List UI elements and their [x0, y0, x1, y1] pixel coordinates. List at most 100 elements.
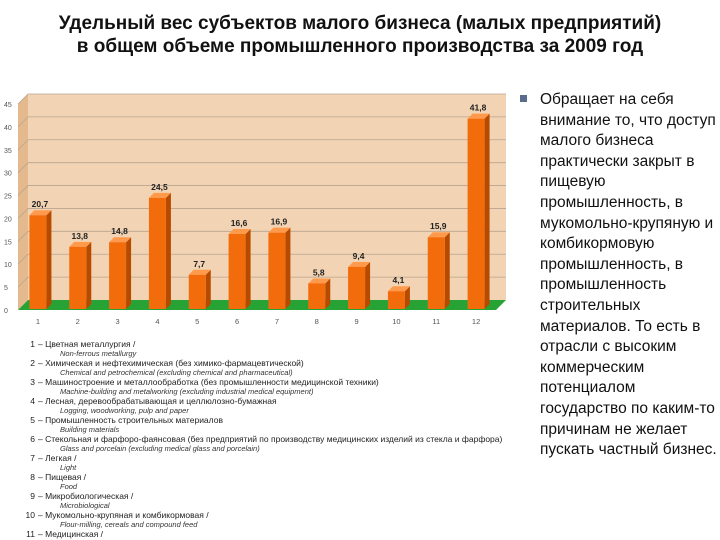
bar-side — [444, 232, 450, 309]
legend-item: 9– Микробиологическая / Microbiological — [22, 491, 520, 510]
bar — [348, 266, 366, 309]
bar — [29, 215, 47, 309]
legend-item-en: Non-ferrous metallurgy — [60, 349, 137, 358]
bar-side — [205, 269, 211, 309]
y-tick-label: 45 — [4, 102, 12, 109]
legend-item-en: Food — [60, 482, 78, 491]
x-tick-label: 9 — [354, 317, 358, 326]
bar — [188, 274, 206, 309]
gridline-side — [17, 276, 29, 288]
legend-item-ru: – Цветная металлургия / — [38, 339, 136, 349]
legend-item: 6– Стекольная и фарфоро-фаянсовая (без п… — [22, 434, 520, 453]
bar-side — [46, 210, 52, 309]
legend-item-number: 11 — [26, 529, 35, 539]
bar-value-label: 20,7 — [32, 199, 49, 209]
legend-item-label: 9– Микробиологическая / — [22, 491, 520, 501]
bar-side — [126, 237, 132, 309]
bar-value-label: 15,9 — [430, 221, 447, 231]
legend-item: 5– Промышленность строительных материало… — [22, 415, 520, 434]
bar — [308, 283, 326, 309]
bar-side — [285, 227, 291, 309]
bar-side — [86, 241, 92, 309]
legend-item: 4– Лесная, деревообрабатывающая и целлюл… — [22, 396, 520, 415]
gridline-side — [17, 93, 29, 105]
chart-back-wall — [28, 94, 506, 300]
legend-item-ru: – Легкая / — [38, 453, 77, 463]
category-legend: 1– Цветная металлургия / Non-ferrous meta… — [22, 339, 520, 540]
chart-floor — [18, 300, 506, 310]
y-tick-label: 0 — [4, 308, 8, 315]
legend-item-label: 3– Машиностроение и металлообработка (бе… — [22, 377, 520, 387]
legend-item: 3– Машиностроение и металлообработка (бе… — [22, 377, 520, 396]
legend-item-ru: – Промышленность строительных материалов — [38, 415, 223, 425]
legend-item-label: 2– Химическая и нефтехимическая (без хим… — [22, 358, 520, 368]
bar — [148, 197, 166, 309]
y-tick-label: 25 — [4, 194, 12, 201]
legend-item-ru: – Пищевая / — [38, 472, 87, 482]
bar-top — [228, 229, 251, 235]
legend-item-number: 8 — [30, 472, 35, 482]
legend-item-label: 8– Пищевая / — [22, 472, 520, 482]
legend-item-ru: – Химическая и нефтехимическая (без хими… — [38, 358, 304, 368]
legend-item-ru: – Микробиологическая / — [38, 491, 134, 501]
bar-value-label: 7,7 — [193, 259, 205, 269]
bar-top — [348, 261, 371, 267]
gridline-side — [17, 253, 29, 265]
legend-item-en: Flour-milling, cereals and compound feed — [60, 520, 198, 529]
commentary-text: Обращает на себя внимание то, что доступ… — [540, 91, 717, 459]
x-tick-label: 8 — [315, 317, 319, 326]
x-tick-label: 1 — [36, 317, 40, 326]
x-tick-label: 3 — [115, 317, 119, 326]
bar-value-label: 5,8 — [313, 267, 325, 277]
x-tick-label: 7 — [275, 317, 279, 326]
legend-item-en: Light — [60, 463, 77, 472]
legend-item: 1– Цветная металлургия / Non-ferrous meta… — [22, 339, 520, 358]
legend-item-en: Microbiological — [60, 501, 110, 510]
bar-top — [148, 192, 171, 198]
gridline-side — [17, 208, 29, 219]
bar-top — [69, 241, 92, 247]
bar-side — [245, 229, 251, 309]
gridline-side — [17, 185, 29, 196]
legend-item-ru: – Медицинская / — [38, 529, 104, 539]
legend-item: 10– Мукомольно-крупяная и комбикормовая … — [22, 510, 520, 529]
bar-value-label: 13,8 — [71, 231, 88, 241]
gridline-side — [17, 231, 29, 242]
x-tick-label: 10 — [392, 317, 400, 326]
legend-item-number: 6 — [30, 434, 35, 444]
legend-item-number: 3 — [30, 377, 35, 387]
bar-value-label: 4,1 — [393, 275, 405, 285]
legend-item-label: 11– Медицинская / — [22, 529, 520, 539]
x-tick-label: 6 — [235, 317, 239, 326]
legend-item-ru: – Мукомольно-крупяная и комбикормовая / — [38, 510, 209, 520]
y-tick-label: 30 — [4, 171, 12, 178]
legend-item-label: 1– Цветная металлургия / — [22, 339, 520, 349]
title-line-1: Удельный вес субъектов малого бизнеса (м… — [58, 13, 662, 34]
legend-item-ru: – Лесная, деревообрабатывающая и целлюло… — [38, 396, 277, 406]
bar — [69, 246, 87, 309]
bar-top — [387, 286, 410, 292]
legend-item-label: 6– Стекольная и фарфоро-фаянсовая (без п… — [22, 434, 520, 444]
x-tick-label: 4 — [155, 317, 159, 326]
bar — [268, 232, 286, 309]
x-tick-label: 12 — [472, 317, 480, 326]
bar — [387, 291, 405, 309]
bar-value-label: 41,8 — [470, 103, 487, 113]
x-tick-label: 11 — [432, 317, 440, 326]
legend-item-en: Machine-building and metalworking (exclu… — [60, 387, 314, 396]
legend-item-label: 5– Промышленность строительных материало… — [22, 415, 520, 425]
legend-item: 8– Пищевая / Food — [22, 472, 520, 491]
bar-side — [325, 278, 331, 309]
bar-top — [308, 278, 331, 284]
y-tick-label: 20 — [4, 216, 12, 223]
bar-top — [467, 113, 490, 119]
bar — [467, 118, 485, 309]
legend-item-label: 4– Лесная, деревообрабатывающая и целлюл… — [22, 396, 520, 406]
legend-item-label: 7– Легкая / — [22, 453, 520, 463]
bar-value-label: 16,9 — [271, 217, 288, 227]
bar-value-label: 16,6 — [231, 218, 248, 228]
bar-top — [188, 269, 211, 275]
legend-item: 7– Легкая / Light — [22, 453, 520, 472]
gridline-side — [17, 139, 29, 151]
y-tick-label: 5 — [4, 285, 8, 292]
